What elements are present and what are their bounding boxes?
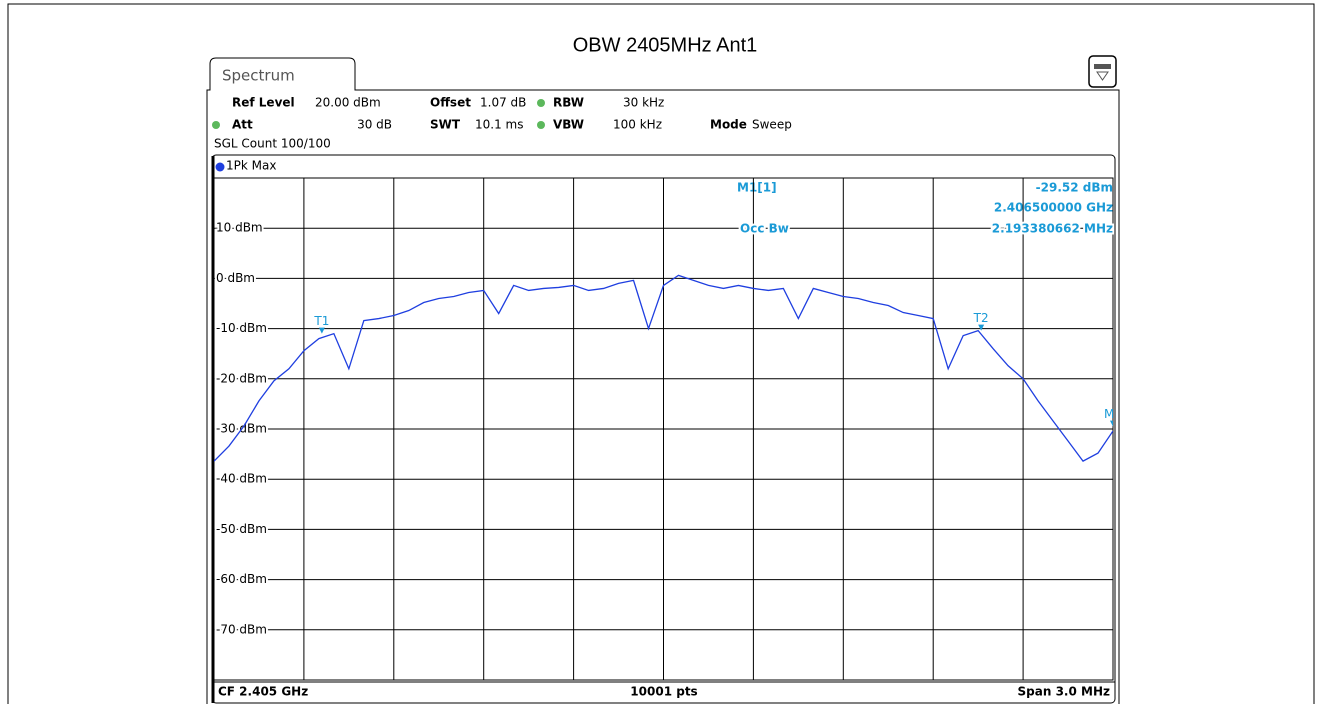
setting-value: 100 kHz xyxy=(613,118,662,132)
marker-info: M1[1] xyxy=(737,181,777,195)
y-tick-label: 10 dBm xyxy=(216,221,263,235)
y-tick-label: -70 dBm xyxy=(216,622,267,636)
panel-frame xyxy=(206,57,1120,704)
setting-value: 30 kHz xyxy=(623,96,664,110)
setting-label: Att xyxy=(232,118,253,132)
legend-label: 1Pk Max xyxy=(226,159,276,173)
setting-label: Mode xyxy=(710,118,747,132)
status-dot xyxy=(212,121,220,129)
footer-cf: CF 2.405 GHz xyxy=(218,685,308,699)
marker-label: T2 xyxy=(973,311,989,325)
setting-label: RBW xyxy=(553,96,584,110)
setting-value: 20.00 dBm xyxy=(315,96,381,110)
page-frame xyxy=(7,3,1315,709)
marker-point xyxy=(978,324,985,331)
marker-label: M1 xyxy=(1104,407,1122,421)
marker-info: -29.52 dBm xyxy=(1036,181,1113,195)
setting-value: 1.07 dB xyxy=(480,96,526,110)
marker-info: Occ Bw xyxy=(740,222,789,236)
marker-point xyxy=(318,327,325,334)
setting-label: SWT xyxy=(430,118,461,132)
legend-dot xyxy=(215,162,225,172)
setting-label: Offset xyxy=(430,96,471,110)
footer-points: 10001 pts xyxy=(630,685,697,699)
status-dot xyxy=(537,99,545,107)
menu-icon xyxy=(1088,55,1117,88)
marker-info: 2.406500000 GHz xyxy=(994,201,1113,215)
y-tick-label: -50 dBm xyxy=(216,522,267,536)
y-tick-label: -10 dBm xyxy=(216,321,267,335)
setting-value: 10.1 ms xyxy=(475,118,523,132)
footer-span: Span 3.0 MHz xyxy=(1018,685,1110,699)
trace-area: T1 T2 M1 xyxy=(214,274,1122,462)
marker-point xyxy=(1110,420,1113,427)
y-tick-label: -40 dBm xyxy=(216,472,267,486)
trace xyxy=(214,274,1113,462)
tab-label: Spectrum xyxy=(222,67,295,85)
marker-info: 2.193380662 MHz xyxy=(992,222,1113,236)
setting-value: Sweep xyxy=(752,118,792,132)
marker-label: T1 xyxy=(313,314,329,328)
setting-label: Ref Level xyxy=(232,96,295,110)
status-dot xyxy=(537,121,545,129)
title: OBW 2405MHz Ant1 xyxy=(573,34,758,56)
setting-label: VBW xyxy=(553,118,584,132)
y-tick-label: -20 dBm xyxy=(216,371,267,385)
y-tick-label: 0 dBm xyxy=(216,271,255,285)
sgl-count: SGL Count 100/100 xyxy=(214,137,331,151)
setting-value: 30 dB xyxy=(357,118,392,132)
y-tick-label: -60 dBm xyxy=(216,572,267,586)
